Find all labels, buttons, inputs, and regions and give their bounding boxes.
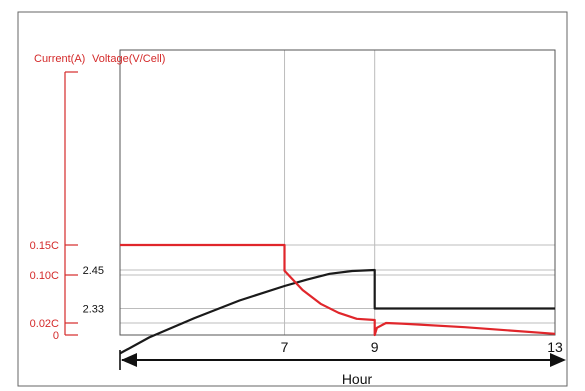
voltage-ticks: 2.45 2.33 (83, 265, 104, 316)
voltage-tick-label-1: 2.33 (83, 304, 104, 316)
time-arrow (119, 350, 566, 370)
current-tick-label-3: 0 (53, 330, 59, 342)
outer-frame (17, 11, 568, 387)
time-arrow-left-head (121, 353, 137, 367)
x-tick-label-1: 9 (371, 339, 379, 355)
series (119, 243, 556, 355)
x-axis-label: Hour (342, 371, 373, 387)
current-axis-label: Current(A) (34, 53, 85, 65)
x-tick-label-2: 13 (547, 339, 563, 355)
voltage-curve (119, 268, 555, 355)
current-tick-label-2: 0.02C (30, 318, 59, 330)
plot-frame (119, 49, 556, 336)
x-tick-label-0: 7 (281, 339, 289, 355)
current-tick-label-0: 0.15C (30, 240, 59, 252)
current-tick-label-1: 0.10C (30, 270, 59, 282)
time-arrow-right-head (550, 353, 566, 367)
x-tick-labels: 7 9 13 (281, 339, 563, 355)
voltage-axis-label: Voltage(V/Cell) (92, 53, 165, 65)
voltage-tick-label-0: 2.45 (83, 265, 104, 277)
current-curve (120, 243, 556, 337)
